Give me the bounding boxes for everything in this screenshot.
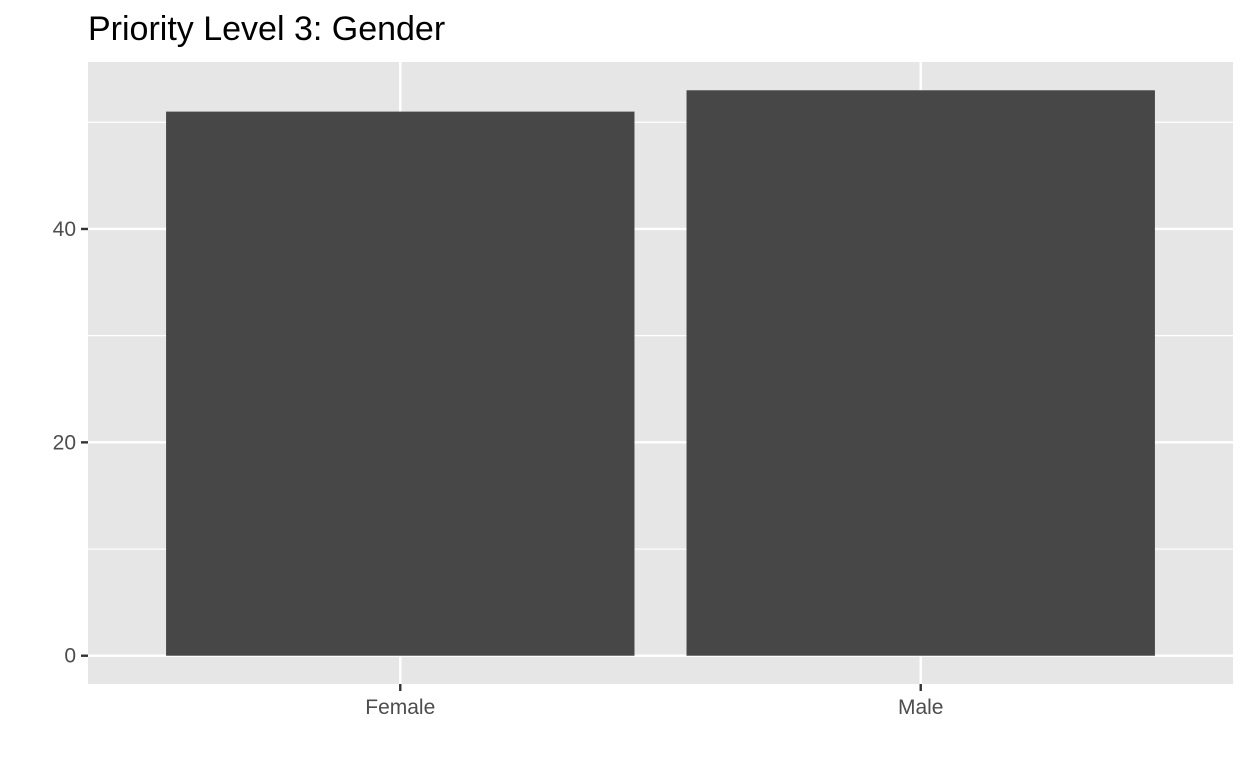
bar-female <box>166 111 635 656</box>
y-tick-label: 20 <box>53 431 76 454</box>
x-tick-label: Female <box>365 696 435 719</box>
axes: 0 20 40 Female Male <box>53 218 944 719</box>
bar-male <box>686 90 1155 656</box>
chart-title: Priority Level 3: Gender <box>88 10 445 48</box>
y-tick-label: 0 <box>64 645 76 668</box>
bars <box>166 90 1155 656</box>
y-tick-label: 40 <box>53 218 76 241</box>
x-tick-label: Male <box>898 696 944 719</box>
